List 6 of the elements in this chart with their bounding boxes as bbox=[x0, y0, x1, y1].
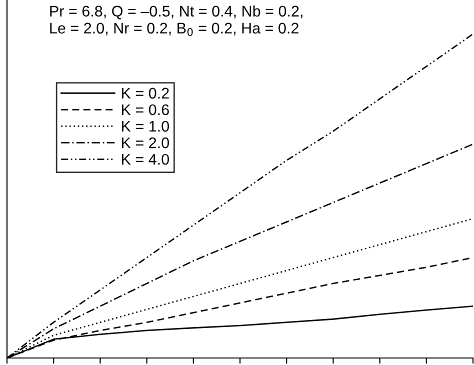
legend-label: K = 0.2 bbox=[122, 88, 169, 99]
annotation: Pr = 6.8, Q = –0.5, Nt = 0.4, Nb = 0.2, Le = 2.0, Nr = 0.2, B$_{0}$ = 0.2, Ha = 0.2 bbox=[50, 5, 302, 36]
legend-label: K = 4.0 bbox=[122, 154, 169, 165]
legend-label: K = 2.0 bbox=[122, 137, 169, 148]
legend-label: K = 1.0 bbox=[122, 120, 169, 132]
legend-label: K = 0.6 bbox=[122, 104, 169, 116]
